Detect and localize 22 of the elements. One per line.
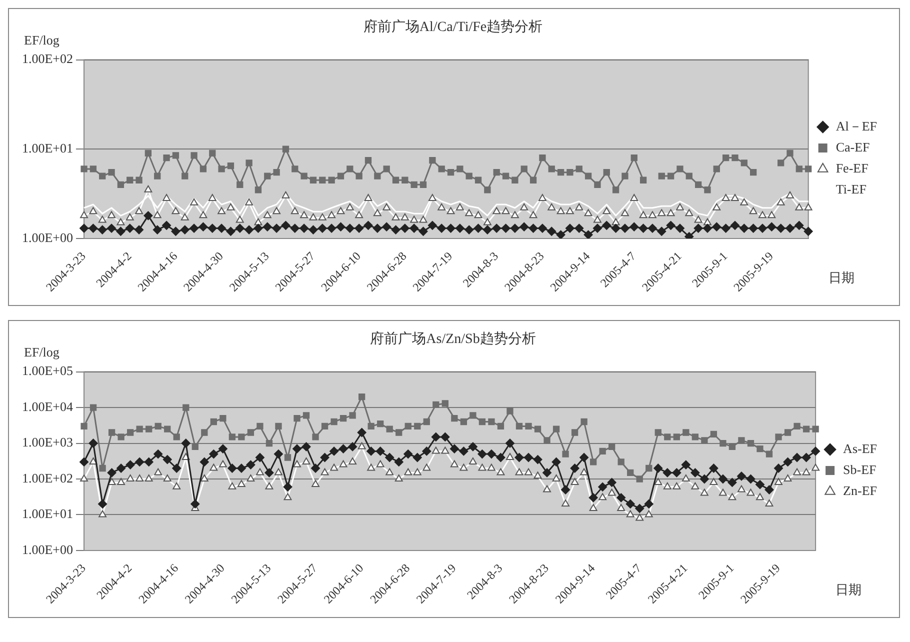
legend-label: Ca-EF: [836, 139, 870, 154]
chart-title: 府前广场As/Zn/Sb趋势分析: [370, 331, 536, 348]
legend-label: Zn-EF: [843, 482, 878, 498]
y-tick-label: 1.00E+02: [22, 51, 74, 66]
x-axis-title: 日期: [828, 270, 854, 285]
chart-title: 府前广场Al/Ca/Ti/Fe趋势分析: [363, 19, 543, 36]
legend-label: Sb-EF: [843, 462, 876, 477]
y-tick-label: 1.00E+04: [22, 398, 74, 414]
y-tick-label: 1.00E+00: [22, 230, 74, 245]
legend-label: As-EF: [843, 440, 878, 456]
y-axis-title: EF/log: [24, 32, 60, 48]
legend-label: Fe-EF: [836, 160, 868, 176]
y-tick-label: 1.00E+01: [22, 140, 74, 156]
y-axis-title: EF/log: [24, 344, 60, 360]
y-tick-label: 1.00E+00: [22, 542, 74, 557]
y-tick-label: 1.00E+02: [22, 470, 74, 486]
text: Ti-EF: [836, 181, 866, 196]
legend-label: Al－EF: [836, 118, 877, 134]
y-tick-label: 1.00E+01: [22, 506, 74, 522]
y-tick-label: 1.00E+03: [22, 434, 74, 450]
x-axis-title: 日期: [836, 582, 862, 597]
y-tick-label: 1.00E+05: [22, 363, 74, 378]
